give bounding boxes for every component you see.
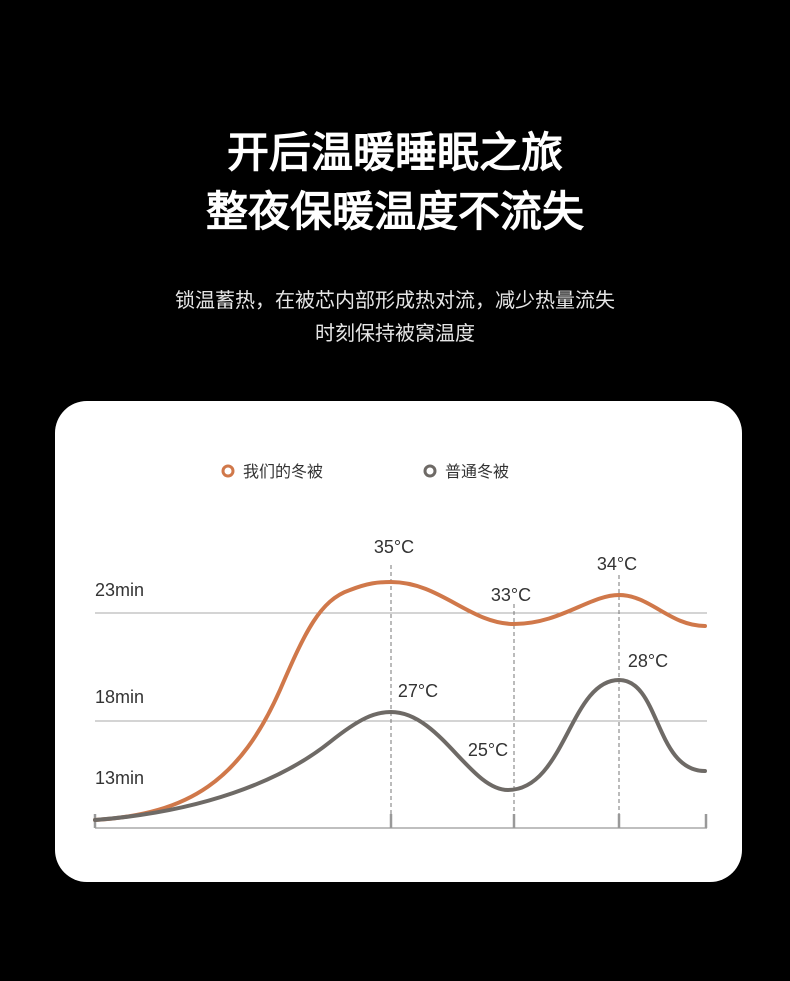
subtitle-line-2: 时刻保持被窝温度 [315,321,475,345]
annotation-ours-dip: 33°C [491,585,531,605]
annotation-ours-peak1: 35°C [374,537,414,557]
legend-label-normal: 普通冬被 [445,462,509,481]
chart-card [55,401,742,882]
x-ticks [93,814,708,828]
subtitle-line-1: 锁温蓄热，在被芯内部形成热对流，减少热量流失 [175,288,615,312]
guide-lines [390,565,620,814]
legend-label-ours: 我们的冬被 [243,462,323,481]
legend: 我们的冬被 普通冬被 [221,462,509,481]
legend-marker-normal [423,464,437,478]
legend-marker-ours [221,464,235,478]
title-line-1: 开后温暖睡眠之旅 [226,128,563,177]
title-line-2: 整夜保暖温度不流失 [205,187,584,236]
annotation-normal-peak2: 28°C [628,651,668,671]
y-tick-23min: 23min [95,580,144,600]
y-tick-18min: 18min [95,687,144,707]
annotation-normal-dip: 25°C [468,740,508,760]
series-normal-line [93,677,707,822]
y-tick-13min: 13min [95,768,144,788]
annotation-normal-peak1: 27°C [398,681,438,701]
annotation-ours-peak2: 34°C [597,554,637,574]
series-ours-line [93,579,707,822]
